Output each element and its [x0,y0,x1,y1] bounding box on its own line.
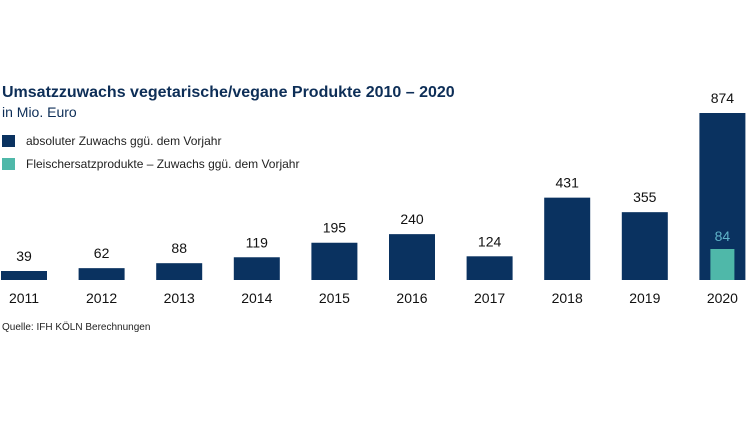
bar-2011 [1,271,47,280]
bar-meat-substitute-2020 [710,249,735,280]
data-label-2020: 874 [711,90,735,106]
data-label-2011: 39 [16,248,32,264]
bar-2017 [466,256,513,280]
data-label-2018: 431 [556,175,580,191]
bar-2014 [233,257,280,280]
x-tick-label-2014: 2014 [241,290,272,306]
data-label-2014: 119 [246,234,269,250]
x-tick-label-2018: 2018 [552,290,583,306]
x-tick-label-2017: 2017 [474,290,505,306]
chart-subtitle: in Mio. Euro [2,104,77,120]
legend-swatch-navy [2,135,15,147]
bar-2016 [389,234,435,280]
data-label-2017: 124 [478,233,502,249]
bar-2015 [311,242,358,280]
bar-2012 [78,268,125,280]
x-tick-label-2016: 2016 [396,290,427,306]
legend-label: Fleischersatzprodukte – Zuwachs ggü. dem… [26,157,300,171]
x-tick-label-2012: 2012 [86,290,117,306]
data-label-meat-substitute-2020: 84 [715,228,731,244]
source-note: Quelle: IFH KÖLN Berechnungen [2,322,151,333]
bar-2019 [621,212,668,280]
legend-label: absoluter Zuwachs ggü. dem Vorjahr [26,134,222,148]
legend-item-meat-substitute: Fleischersatzprodukte – Zuwachs ggü. dem… [2,157,299,171]
x-tick-label-2015: 2015 [319,290,350,306]
x-tick-label-2019: 2019 [629,290,660,306]
data-label-2015: 195 [323,220,347,236]
data-label-2012: 62 [94,245,110,261]
legend-swatch-teal [2,158,15,170]
chart-title: Umsatzzuwachs vegetarische/vegane Produk… [2,84,455,101]
x-tick-label-2013: 2013 [164,290,195,306]
data-label-2016: 240 [400,211,424,227]
data-label-2019: 355 [633,189,657,205]
legend-item-absolute: absoluter Zuwachs ggü. dem Vorjahr [2,134,221,148]
bar-2018 [544,197,591,280]
x-tick-label-2020: 2020 [707,290,738,306]
data-label-2013: 88 [171,240,187,256]
x-tick-label-2011: 2011 [9,290,39,306]
bar-2013 [156,263,203,280]
